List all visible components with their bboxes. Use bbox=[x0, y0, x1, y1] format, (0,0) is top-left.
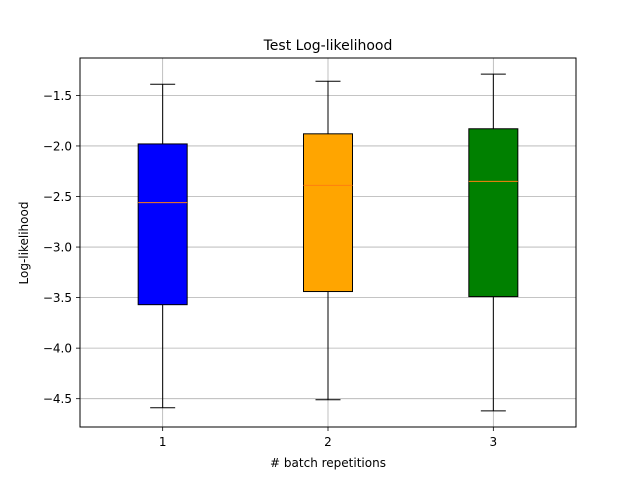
x-tick-label: 2 bbox=[324, 435, 332, 449]
box-3 bbox=[468, 73, 519, 412]
box-body bbox=[137, 143, 188, 306]
x-axis: 1 2 3 bbox=[159, 427, 497, 449]
y-tick-label: −2.5 bbox=[43, 190, 72, 204]
box-1 bbox=[137, 83, 188, 409]
box-2 bbox=[303, 80, 353, 401]
y-tick-label: −3.0 bbox=[43, 241, 72, 255]
y-tick-label: −4.0 bbox=[43, 342, 72, 356]
y-axis: −1.5 −2.0 −2.5 −3.0 −3.5 −4.0 −4.5 bbox=[43, 89, 80, 406]
x-tick-label: 3 bbox=[490, 435, 498, 449]
y-tick-label: −4.5 bbox=[43, 392, 72, 406]
y-tick-label: −3.5 bbox=[43, 291, 72, 305]
boxes-layer bbox=[137, 73, 519, 412]
chart-title: Test Log-likelihood bbox=[263, 38, 393, 54]
box-body bbox=[468, 128, 519, 298]
box-body bbox=[303, 133, 353, 293]
y-tick-label: −1.5 bbox=[43, 89, 72, 103]
y-tick-label: −2.0 bbox=[43, 139, 72, 153]
x-tick-label: 1 bbox=[159, 435, 167, 449]
x-axis-label: # batch repetitions bbox=[270, 456, 386, 470]
y-axis-label: Log-likelihood bbox=[17, 202, 31, 285]
